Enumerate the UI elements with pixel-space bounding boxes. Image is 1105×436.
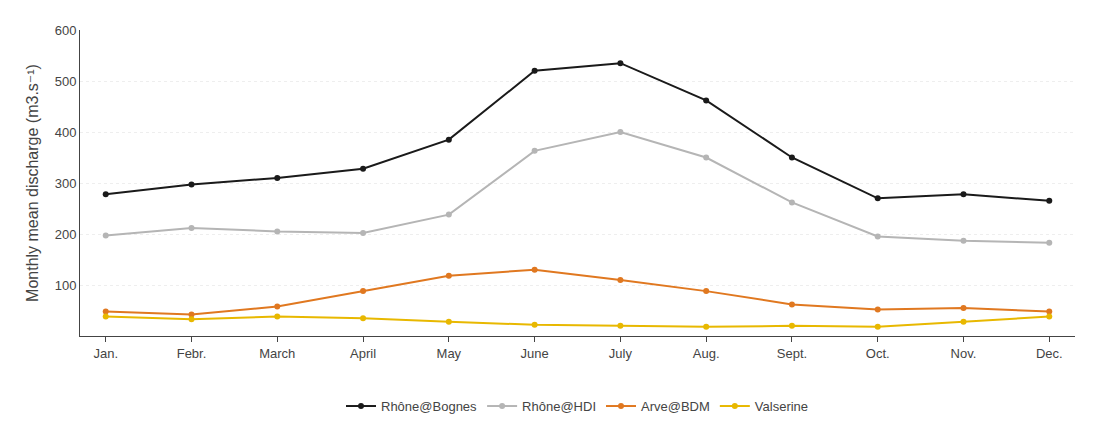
svg-text:Febr.: Febr. [177, 346, 207, 361]
svg-text:July: July [609, 346, 633, 361]
svg-text:Aug.: Aug. [693, 346, 720, 361]
svg-text:100: 100 [55, 278, 77, 293]
svg-text:Oct.: Oct. [866, 346, 890, 361]
svg-text:May: May [437, 346, 462, 361]
svg-text:600: 600 [55, 23, 77, 38]
svg-text:Dec.: Dec. [1036, 346, 1063, 361]
svg-text:500: 500 [55, 74, 77, 89]
svg-text:April: April [350, 346, 376, 361]
svg-text:March: March [259, 346, 295, 361]
svg-text:Valserine: Valserine [755, 399, 808, 414]
svg-text:Sept.: Sept. [777, 346, 807, 361]
svg-text:June: June [521, 346, 549, 361]
svg-text:Arve@BDM: Arve@BDM [641, 399, 710, 414]
svg-text:200: 200 [55, 227, 77, 242]
svg-text:Rhône@Bognes: Rhône@Bognes [381, 399, 477, 414]
svg-text:Monthly mean discharge (m3.s⁻¹: Monthly mean discharge (m3.s⁻¹) [24, 64, 41, 302]
svg-text:300: 300 [55, 176, 77, 191]
svg-text:400: 400 [55, 125, 77, 140]
svg-text:Nov.: Nov. [951, 346, 977, 361]
svg-text:Jan.: Jan. [93, 346, 118, 361]
svg-text:Rhône@HDI: Rhône@HDI [522, 399, 596, 414]
